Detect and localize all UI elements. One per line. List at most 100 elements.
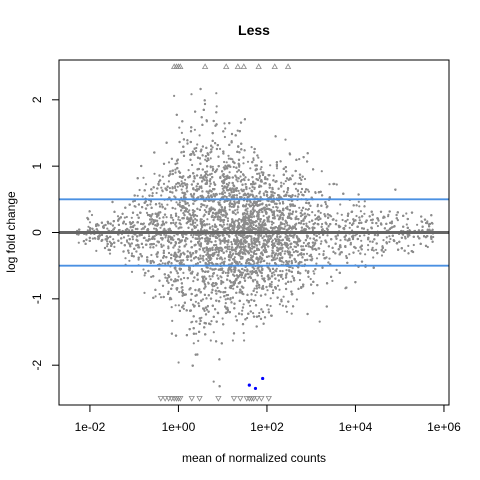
data-point [209, 165, 212, 168]
data-point [221, 258, 224, 261]
data-point [242, 331, 245, 335]
data-point [181, 289, 184, 292]
data-point [232, 287, 235, 290]
data-point [283, 223, 286, 226]
data-point [249, 167, 252, 170]
data-point [137, 258, 140, 261]
data-point [236, 170, 239, 173]
data-point [258, 176, 261, 180]
data-point [229, 199, 232, 202]
data-point [237, 221, 240, 225]
data-point [136, 194, 139, 197]
data-point [225, 161, 228, 164]
data-point [272, 271, 275, 274]
data-point [108, 240, 111, 243]
data-point [412, 243, 415, 247]
data-point [319, 211, 322, 214]
data-point [198, 134, 201, 137]
data-point [346, 218, 349, 221]
data-point [228, 208, 231, 211]
data-point [263, 194, 266, 197]
data-point [335, 268, 338, 271]
data-point [158, 217, 161, 220]
data-point [297, 254, 300, 257]
data-point [138, 188, 141, 192]
data-point [302, 241, 305, 244]
data-point [314, 214, 317, 217]
data-point [141, 246, 145, 249]
data-point [284, 250, 287, 253]
data-point [281, 304, 284, 307]
data-point [151, 212, 154, 216]
data-point [239, 225, 242, 228]
data-point [241, 309, 244, 312]
data-point [224, 298, 227, 301]
data-point [382, 239, 385, 242]
data-point [288, 224, 291, 227]
data-point [221, 317, 224, 320]
data-point [316, 205, 319, 208]
data-point [322, 250, 325, 253]
data-point [272, 221, 275, 225]
data-point [218, 192, 221, 195]
data-point [358, 205, 361, 208]
data-point [223, 135, 226, 139]
data-point [168, 187, 171, 190]
data-point [178, 201, 181, 204]
data-point [279, 274, 282, 277]
data-point [142, 176, 145, 179]
data-point [91, 237, 94, 240]
data-point [239, 175, 242, 178]
data-point [143, 274, 146, 277]
data-point [315, 262, 318, 265]
data-point [161, 190, 164, 193]
data-point [205, 308, 209, 311]
data-point [150, 253, 153, 257]
data-point [269, 164, 272, 167]
data-point [286, 205, 289, 208]
data-point [170, 214, 173, 217]
data-point [253, 187, 256, 191]
data-point [122, 250, 125, 253]
data-point [229, 193, 232, 196]
data-point [173, 234, 176, 237]
data-point [209, 278, 212, 281]
data-point [246, 160, 250, 163]
data-point [201, 298, 205, 301]
data-point [318, 236, 321, 239]
data-point [258, 243, 261, 246]
data-point [258, 174, 262, 178]
data-point [195, 150, 198, 153]
data-point [279, 253, 282, 257]
data-point [367, 248, 370, 251]
data-point [310, 255, 313, 258]
data-point [224, 127, 227, 130]
data-point [281, 277, 284, 280]
data-point [199, 260, 202, 264]
data-point [178, 219, 182, 222]
data-point [182, 271, 185, 274]
data-point [227, 183, 230, 187]
data-point [314, 191, 317, 194]
data-point [327, 225, 330, 228]
data-point [204, 199, 207, 202]
data-point [206, 218, 209, 221]
data-point [222, 223, 226, 226]
data-point [388, 235, 391, 238]
data-point [226, 219, 230, 223]
data-point [311, 228, 314, 232]
data-point [88, 221, 92, 224]
data-point [275, 209, 278, 212]
data-point [305, 222, 308, 225]
data-point [116, 215, 120, 218]
data-point [215, 105, 218, 108]
data-point [109, 222, 112, 226]
data-point [219, 296, 222, 299]
data-point [200, 205, 203, 208]
data-point [177, 216, 180, 219]
data-point [204, 170, 207, 174]
data-point [363, 200, 366, 203]
data-point [367, 244, 370, 247]
data-point [195, 294, 198, 297]
data-point [302, 245, 305, 248]
